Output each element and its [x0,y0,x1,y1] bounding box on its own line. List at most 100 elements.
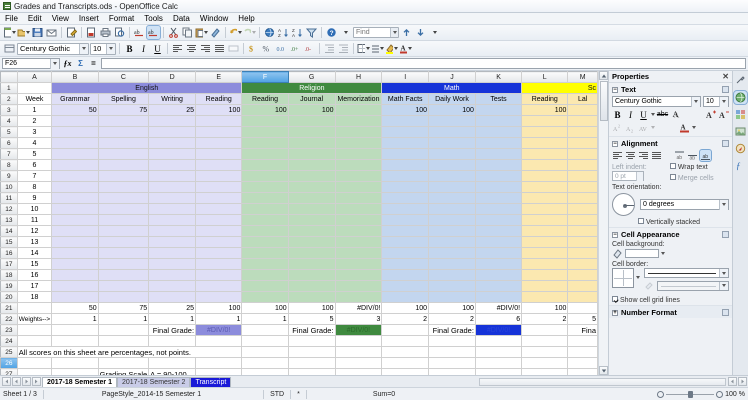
cell-score-empty[interactable] [148,159,197,171]
cut-icon[interactable] [167,26,180,39]
cell-score-empty[interactable] [51,181,99,193]
cell-week-8[interactable]: 8 [17,181,53,193]
cell-total[interactable]: 100 [381,302,430,314]
cell-weight[interactable]: 1 [51,313,99,325]
cell-score-empty[interactable] [98,269,150,281]
sidebar-gallery-icon[interactable] [734,125,747,138]
cell-weight[interactable]: 6 [475,313,523,325]
sidebar-underline-button[interactable]: U [638,109,649,120]
cell-empty[interactable] [521,324,569,336]
cell-score-empty[interactable] [148,203,197,215]
cell-score-empty[interactable] [381,192,430,204]
font-size-dropdown-icon[interactable] [106,43,115,54]
cell-score-empty[interactable] [195,280,243,292]
row-header-24[interactable]: 24 [0,335,18,347]
left-indent-spinner-icon[interactable] [636,171,643,181]
cell-spelling-label[interactable]: Spelling [98,93,150,105]
cell-score-empty[interactable] [288,280,336,292]
align-bottom-button[interactable]: ab [699,149,712,162]
cell-score-empty[interactable] [98,126,150,138]
cell-week-9[interactable]: 9 [17,192,53,204]
scrollbar-thumb[interactable] [599,81,608,121]
cell-score-empty[interactable] [335,258,383,270]
sidebar-styles-icon[interactable] [734,108,747,121]
decrease-indent-icon[interactable] [323,42,336,55]
column-header-e[interactable]: E [195,71,243,83]
find-toolbar-toggle-icon[interactable] [339,26,352,39]
cell-score-empty[interactable] [567,291,598,303]
sidebar-strikethrough-button[interactable]: abc [657,109,668,120]
italic-button[interactable]: I [137,42,150,55]
column-header-f[interactable]: F [241,71,289,83]
cell-score-empty[interactable] [475,291,523,303]
cell-score-empty[interactable] [288,247,336,259]
cell-score-empty[interactable] [521,126,569,138]
sidebar-font-size-input[interactable]: 10 [703,96,729,107]
cell-score-empty[interactable] [51,159,99,171]
cell-score[interactable]: 100 [288,104,336,116]
final-grade-value-math[interactable]: #DIV/0! [475,324,523,336]
scroll-left-icon[interactable] [728,377,738,386]
find-previous-icon[interactable] [400,26,413,39]
column-header-l[interactable]: L [521,71,569,83]
row-header-3[interactable]: 3 [0,104,18,116]
font-color-icon[interactable]: A [399,42,412,55]
character-spacing-dropdown-icon[interactable] [651,126,655,129]
cell-score-empty[interactable] [521,247,569,259]
align-right-button[interactable] [199,42,212,55]
cell-score-empty[interactable] [428,159,476,171]
cell-score-empty[interactable] [428,192,476,204]
first-sheet-icon[interactable] [2,377,11,386]
cell-total-error[interactable]: #DIV/0! [475,302,523,314]
previous-sheet-icon[interactable] [12,377,21,386]
cell-score-empty[interactable] [428,236,476,248]
cell-score-empty[interactable] [195,203,243,215]
cell-weight[interactable]: 3 [335,313,383,325]
column-header-b[interactable]: B [51,71,99,83]
cell-score-empty[interactable] [195,225,243,237]
border-line-color-dropdown-icon[interactable] [719,281,728,290]
cell-score-empty[interactable] [148,126,197,138]
cell-score-empty[interactable] [51,214,99,226]
zoom-slider[interactable]: 100 % [657,390,745,398]
border-line-style-input[interactable] [644,268,729,278]
cell-empty[interactable] [428,368,476,375]
horizontal-scrollbar[interactable] [478,377,727,386]
cell-score-empty[interactable] [195,269,243,281]
cell-score-empty[interactable] [475,258,523,270]
cell-empty[interactable] [17,357,53,369]
column-header-h[interactable]: H [334,71,383,83]
cell-score-empty[interactable] [98,214,150,226]
cell-week-10[interactable]: 10 [17,203,53,215]
undo-dropdown-icon[interactable] [238,31,242,34]
save-document-icon[interactable] [31,26,44,39]
cell-score[interactable]: 25 [148,104,197,116]
cell-score-empty[interactable] [288,258,336,270]
zoom-in-icon[interactable] [716,390,724,398]
cell-score-empty[interactable] [475,214,523,226]
cell-empty[interactable] [98,335,150,347]
cell-empty[interactable] [335,357,383,369]
row-header-5[interactable]: 5 [0,126,18,138]
cell-score-empty[interactable] [195,170,243,182]
cell-background-icon[interactable] [612,248,623,259]
row-header-15[interactable]: 15 [0,236,18,248]
cell-score-empty[interactable] [288,236,336,248]
cell-score-empty[interactable] [381,269,430,281]
underline-button[interactable]: U [151,42,164,55]
align-center-button[interactable] [185,42,198,55]
increase-indent-icon[interactable] [337,42,350,55]
cell-empty[interactable] [288,346,336,358]
cell-score-empty[interactable] [521,225,569,237]
paste-dropdown-icon[interactable] [204,31,208,34]
zoom-thumb[interactable] [688,390,694,398]
sidebar-shadow-button[interactable]: A [670,109,681,120]
cell-empty[interactable] [17,368,53,375]
cell-week-14[interactable]: 14 [17,247,53,259]
sidebar-align-left-button[interactable] [612,150,623,161]
zoom-track[interactable] [666,390,715,398]
autospellcheck-icon[interactable]: ab [146,25,161,40]
sidebar-font-name-dropdown-icon[interactable] [691,96,700,107]
border-style-icon[interactable] [371,42,384,55]
vertically-stacked-checkbox[interactable] [638,218,644,224]
